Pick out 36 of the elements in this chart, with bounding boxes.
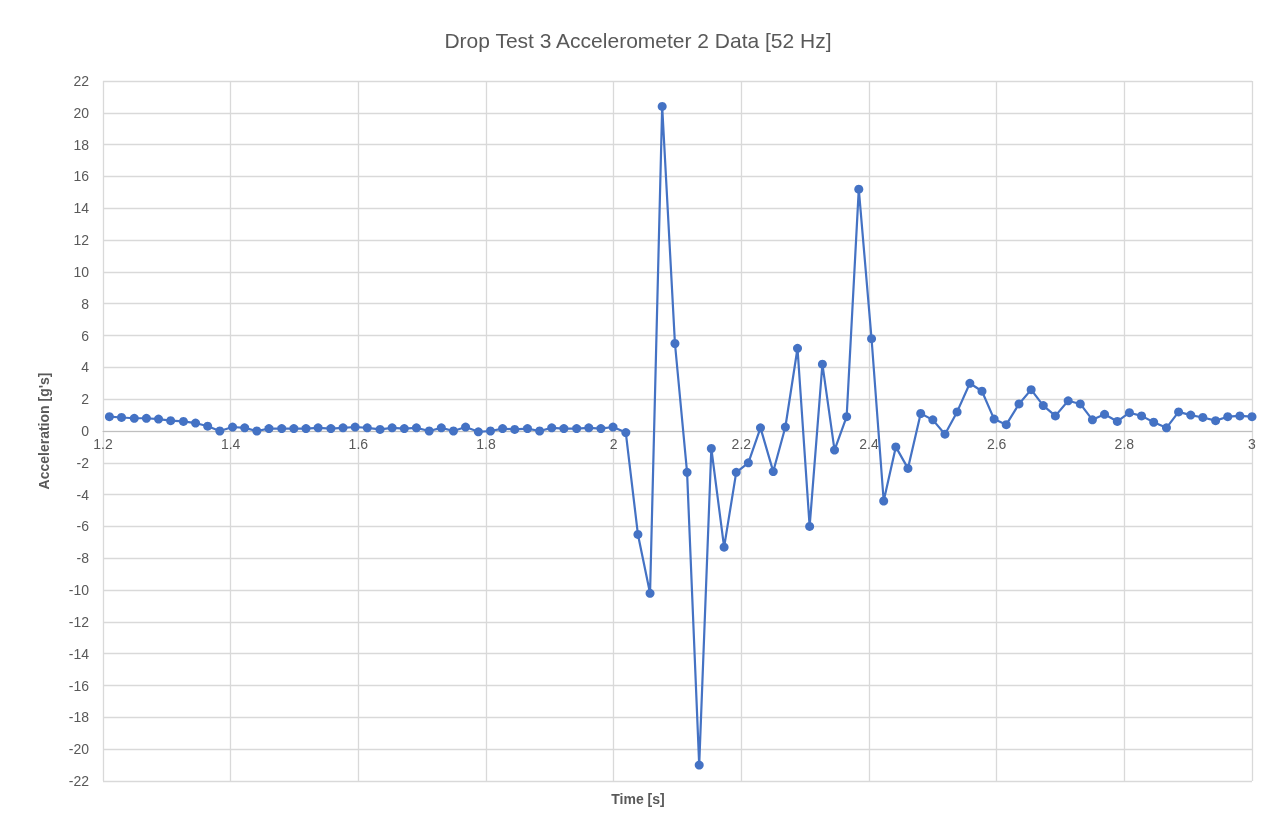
x-tick-label: 1.4: [220, 436, 241, 452]
y-tick-label: -10: [68, 582, 90, 599]
y-tick-label: 10: [73, 263, 90, 280]
x-tick-label: 2: [609, 436, 618, 452]
x-tick-label: 2.8: [1114, 436, 1135, 452]
y-axis-title: Acceleration [g's]: [36, 372, 52, 490]
y-tick-label: 4: [81, 359, 90, 376]
y-tick-label: 22: [73, 73, 90, 89]
y-tick-label: -18: [68, 709, 90, 726]
y-tick-label: -16: [68, 677, 90, 694]
x-tick-label: 1.8: [476, 436, 496, 452]
x-axis-title: Time [s]: [611, 791, 665, 807]
y-tick-label: 2: [81, 391, 90, 408]
y-tick-label: 6: [81, 327, 90, 344]
x-tick-label: 2.2: [731, 436, 752, 452]
y-tick-label: -12: [68, 613, 90, 630]
x-tick-label: 2.6: [986, 436, 1007, 452]
y-tick-label: 8: [81, 295, 90, 312]
y-tick-label: -22: [68, 773, 90, 789]
y-tick-label: 20: [73, 104, 90, 121]
x-tick-label: 1.2: [93, 436, 113, 452]
y-tick-label: -14: [68, 645, 90, 662]
x-tick-label: 3: [1248, 436, 1257, 452]
y-tick-label: 16: [73, 168, 90, 185]
y-tick-label: -4: [76, 486, 90, 503]
y-tick-label: 12: [73, 232, 90, 249]
x-tick-label: 1.6: [348, 436, 369, 452]
x-tick-label: 2.4: [859, 436, 879, 452]
y-tick-label: -2: [76, 454, 90, 471]
y-tick-label: -20: [68, 741, 90, 758]
y-tick-label: -8: [76, 550, 90, 567]
y-tick-label: -6: [76, 518, 90, 535]
y-tick-label: 0: [81, 423, 90, 439]
chart-title: Drop Test 3 Accelerometer 2 Data [52 Hz]: [444, 29, 832, 52]
y-tick-label: 14: [73, 200, 90, 217]
y-tick-label: 18: [73, 136, 90, 153]
